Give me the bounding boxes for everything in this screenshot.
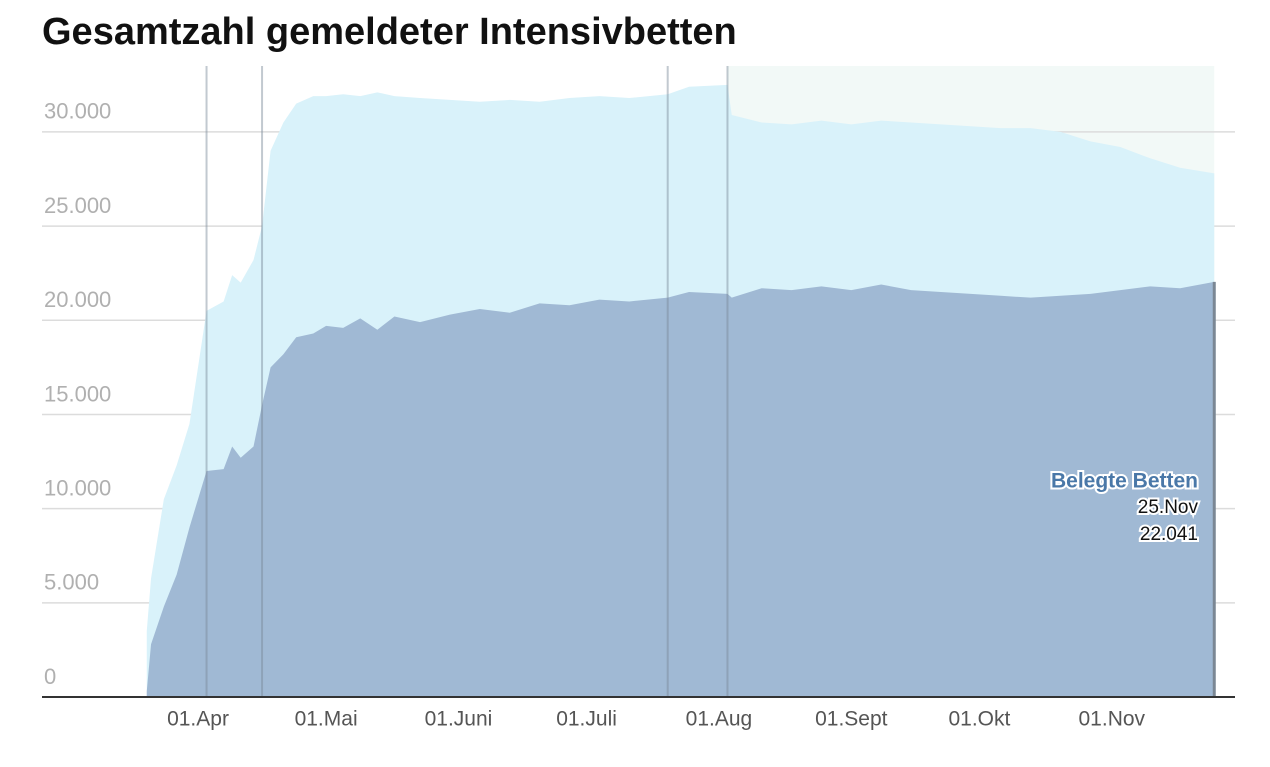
annotation-value: 22.041 — [1140, 524, 1198, 545]
y-tick-label: 5.000 — [44, 570, 99, 595]
x-tick-label: 01.Juli — [556, 708, 617, 731]
x-tick-label: 01.Okt — [948, 708, 1010, 731]
chart-title: Gesamtzahl gemeldeter Intensivbetten — [42, 11, 737, 53]
x-tick-label: 01.Mai — [295, 708, 358, 731]
x-tick-label: 01.Aug — [686, 708, 753, 731]
y-tick-label: 10.000 — [44, 475, 111, 500]
y-tick-label: 20.000 — [44, 287, 111, 312]
x-tick-label: 01.Sept — [815, 708, 888, 731]
x-tick-label: 01.Nov — [1079, 708, 1146, 731]
y-tick-label: 0 — [44, 664, 56, 689]
annotation-date: 25.Nov — [1138, 497, 1199, 518]
y-tick-label: 30.000 — [44, 99, 111, 124]
x-tick-label: 01.Juni — [425, 708, 493, 731]
annotation-series: Belegte Betten — [1051, 470, 1198, 493]
area — [146, 281, 1215, 697]
x-tick-label: 01.Apr — [167, 708, 229, 731]
y-tick-label: 25.000 — [44, 193, 111, 218]
y-tick-label: 15.000 — [44, 381, 111, 406]
